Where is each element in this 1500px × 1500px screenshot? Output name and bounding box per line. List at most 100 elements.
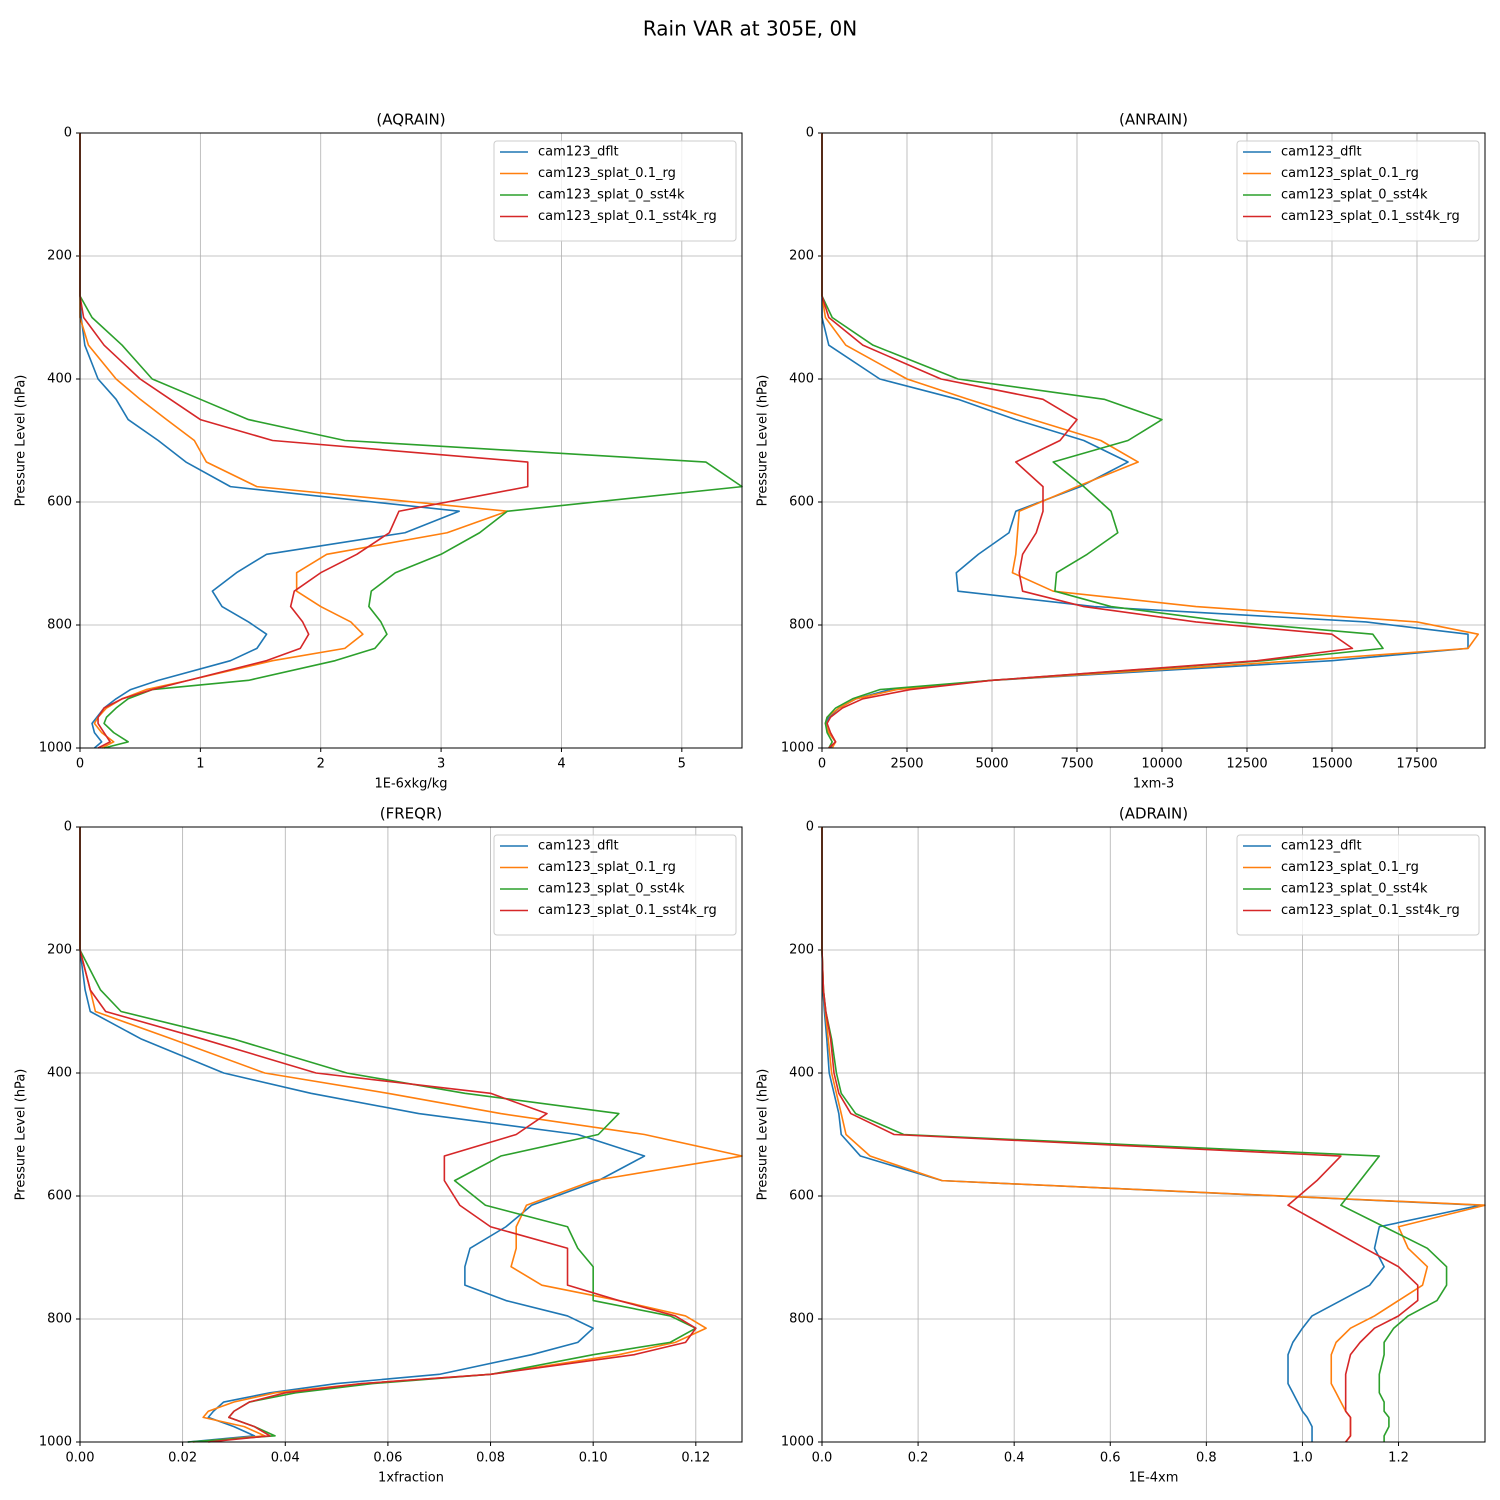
figure-title: Rain VAR at 305E, 0N: [643, 17, 857, 41]
legend-label: cam123_splat_0_sst4k: [1281, 882, 1428, 897]
y-axis-label: Pressure Level (hPa): [14, 1069, 29, 1201]
legend-label: cam123_splat_0.1_rg: [538, 860, 676, 875]
y-tick-label: 800: [47, 618, 72, 633]
series-line: [821, 133, 1479, 749]
y-tick-label: 1000: [781, 741, 814, 756]
x-tick-label: 17500: [1396, 757, 1437, 772]
x-axis-label: 1xfraction: [378, 1471, 444, 1486]
series-line: [821, 133, 1354, 749]
series-line: [79, 827, 743, 1443]
y-tick-label: 600: [789, 1189, 814, 1204]
series-line: [821, 133, 1384, 749]
y-tick-label: 1000: [781, 1435, 814, 1450]
x-tick-label: 0: [818, 757, 826, 772]
legend-label: cam123_dflt: [1281, 839, 1362, 854]
y-tick-label: 600: [47, 1189, 72, 1204]
y-tick-label: 0: [806, 126, 814, 141]
x-tick-label: 12500: [1226, 757, 1267, 772]
series-line: [79, 827, 697, 1443]
y-tick-label: 1000: [39, 1435, 72, 1450]
x-axis-label: 1E-4xm: [1129, 1471, 1179, 1486]
axes-frame: [79, 132, 743, 749]
legend-label: cam123_splat_0_sst4k: [538, 882, 685, 897]
x-tick-label: 0.2: [908, 1451, 929, 1466]
y-tick-label: 800: [789, 1312, 814, 1327]
axes-frame: [821, 826, 1486, 1443]
y-tick-label: 600: [789, 495, 814, 510]
y-tick-label: 200: [789, 943, 814, 958]
legend-label: cam123_splat_0_sst4k: [538, 188, 685, 203]
legend-label: cam123_splat_0.1_sst4k_rg: [538, 903, 717, 918]
x-tick-label: 15000: [1311, 757, 1352, 772]
x-tick-label: 0.6: [1100, 1451, 1121, 1466]
legend-label: cam123_dflt: [538, 145, 619, 160]
legend-label: cam123_splat_0_sst4k: [1281, 188, 1428, 203]
legend-label: cam123_splat_0.1_sst4k_rg: [1281, 903, 1460, 918]
legend-label: cam123_splat_0.1_rg: [1281, 860, 1419, 875]
x-tick-label: 1.2: [1388, 1451, 1409, 1466]
x-tick-label: 1.0: [1292, 1451, 1313, 1466]
y-tick-label: 800: [47, 1312, 72, 1327]
series-line: [821, 827, 1481, 1442]
legend-label: cam123_dflt: [1281, 145, 1362, 160]
x-tick-label: 5000: [975, 757, 1008, 772]
x-tick-label: 2: [317, 757, 325, 772]
axes-frame: [79, 826, 743, 1443]
x-tick-label: 4: [557, 757, 565, 772]
series-line: [79, 133, 529, 749]
series-line: [821, 827, 1419, 1443]
y-tick-label: 400: [47, 1066, 72, 1081]
x-tick-label: 0.04: [271, 1451, 300, 1466]
x-tick-label: 1: [196, 757, 204, 772]
x-tick-label: 0.02: [168, 1451, 197, 1466]
legend-label: cam123_splat_0.1_sst4k_rg: [538, 209, 717, 224]
x-tick-label: 0.12: [681, 1451, 710, 1466]
x-tick-label: 0.0: [812, 1451, 833, 1466]
y-axis-label: Pressure Level (hPa): [756, 1069, 771, 1201]
y-tick-label: 200: [47, 249, 72, 264]
x-tick-label: 0.8: [1196, 1451, 1217, 1466]
y-tick-label: 0: [64, 126, 72, 141]
series-line: [79, 133, 743, 749]
legend-label: cam123_splat_0.1_rg: [1281, 166, 1419, 181]
y-tick-label: 0: [806, 820, 814, 835]
y-tick-label: 0: [64, 820, 72, 835]
x-tick-label: 0.4: [1004, 1451, 1025, 1466]
axis-title: (ANRAIN): [1119, 111, 1188, 129]
legend-label: cam123_splat_0.1_sst4k_rg: [1281, 209, 1460, 224]
y-tick-label: 600: [47, 495, 72, 510]
y-axis-label: Pressure Level (hPa): [756, 375, 771, 507]
legend-box: [1236, 834, 1480, 936]
x-tick-label: 0.00: [66, 1451, 95, 1466]
axis-title: (ADRAIN): [1119, 805, 1188, 823]
series-line: [821, 827, 1448, 1442]
x-tick-label: 0.08: [476, 1451, 505, 1466]
x-tick-label: 2500: [890, 757, 923, 772]
series-line: [79, 827, 646, 1443]
y-tick-label: 200: [789, 249, 814, 264]
y-tick-label: 400: [47, 372, 72, 387]
legend-box: [493, 834, 737, 936]
x-tick-label: 10000: [1141, 757, 1182, 772]
axis-title: (FREQR): [380, 805, 442, 823]
axes-frame: [821, 132, 1486, 749]
x-tick-label: 5: [678, 757, 686, 772]
legend-label: cam123_dflt: [538, 839, 619, 854]
x-tick-label: 0.06: [373, 1451, 402, 1466]
legend-box: [1236, 140, 1480, 242]
y-tick-label: 800: [789, 618, 814, 633]
legend-label: cam123_splat_0.1_rg: [538, 166, 676, 181]
x-axis-label: 1E-6xkg/kg: [374, 777, 447, 792]
series-line: [79, 133, 509, 749]
y-tick-label: 1000: [39, 741, 72, 756]
y-axis-label: Pressure Level (hPa): [14, 375, 29, 507]
y-tick-label: 200: [47, 943, 72, 958]
axis-title: (AQRAIN): [376, 111, 445, 129]
y-tick-label: 400: [789, 1066, 814, 1081]
y-tick-label: 400: [789, 372, 814, 387]
x-axis-label: 1xm-3: [1133, 777, 1175, 792]
x-tick-label: 0.10: [579, 1451, 608, 1466]
x-tick-label: 0: [76, 757, 84, 772]
